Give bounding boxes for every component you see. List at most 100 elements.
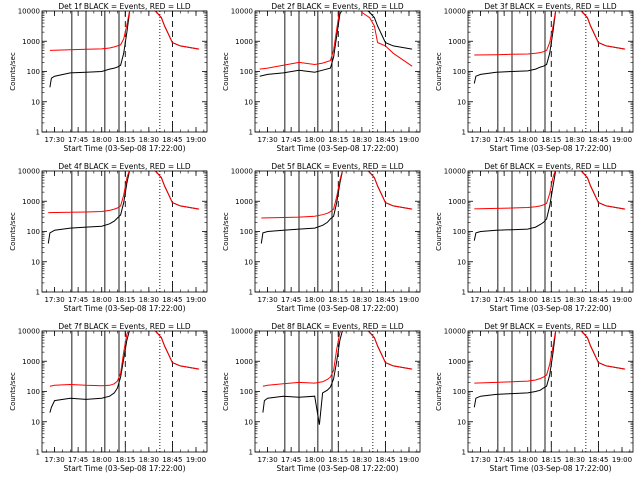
series-events-line [259, 11, 413, 77]
y-axis-label: Counts/sec [435, 212, 443, 251]
panel-title: Det 4f BLACK = Events, RED = LLD [58, 162, 191, 171]
panel-title: Det 5f BLACK = Events, RED = LLD [271, 162, 404, 171]
y-tick-label: 100 [240, 68, 253, 76]
x-tick-label: 17:45 [281, 136, 301, 144]
x-tick-label: 18:15 [328, 456, 348, 464]
y-tick-label: 10 [244, 418, 253, 426]
series-lld-line [474, 331, 626, 384]
panel-title: Det 7f BLACK = Events, RED = LLD [58, 322, 191, 331]
x-axis-label: Start Time (03-Sep-08 17:22:00) [64, 304, 186, 313]
x-axis-label: Start Time (03-Sep-08 17:22:00) [64, 464, 186, 473]
x-tick-label: 19:00 [399, 456, 419, 464]
y-tick-label: 1000 [235, 198, 253, 206]
panel-det-7: Det 7f BLACK = Events, RED = LLD 1 10 100 10… [9, 322, 208, 473]
y-axis-label: Counts/sec [222, 212, 230, 251]
panel-title: Det 3f BLACK = Events, RED = LLD [484, 2, 617, 11]
y-axis-label: Counts/sec [222, 52, 230, 91]
panel-data [473, 331, 626, 452]
y-axis-label: Counts/sec [435, 52, 443, 91]
x-axis-label: Start Time (03-Sep-08 17:22:00) [490, 144, 612, 153]
y-tick-label: 100 [27, 68, 40, 76]
panel-title: Det 8f BLACK = Events, RED = LLD [271, 322, 404, 331]
x-axis-label: Start Time (03-Sep-08 17:22:00) [277, 144, 399, 153]
y-tick-label: 10000 [444, 8, 466, 16]
x-tick-label: 18:45 [375, 296, 395, 304]
y-tick-label: 1 [249, 289, 253, 297]
panel-title: Det 1f BLACK = Events, RED = LLD [58, 2, 191, 11]
y-tick-label: 1000 [22, 198, 40, 206]
panel-data [49, 11, 200, 132]
series-events-line [473, 171, 626, 241]
x-tick-label: 18:15 [541, 136, 561, 144]
series-events-line [473, 331, 626, 408]
x-axis-label: Start Time (03-Sep-08 17:22:00) [64, 144, 186, 153]
y-tick-label: 1 [249, 129, 253, 137]
y-axis-label: Counts/sec [9, 212, 17, 251]
y-tick-label: 10 [31, 418, 40, 426]
y-tick-label: 1000 [235, 38, 253, 46]
x-tick-label: 18:15 [541, 456, 561, 464]
x-tick-label: 17:30 [257, 136, 277, 144]
panel-det-5: Det 5f BLACK = Events, RED = LLD 1 10 100 10… [222, 162, 421, 313]
panel-title: Det 2f BLACK = Events, RED = LLD [271, 2, 404, 11]
y-tick-label: 10 [31, 258, 40, 266]
x-axis-label: Start Time (03-Sep-08 17:22:00) [277, 304, 399, 313]
y-tick-label: 1000 [448, 198, 466, 206]
series-lld-line [49, 331, 200, 387]
series-lld-line [49, 11, 200, 51]
x-tick-label: 18:00 [518, 136, 538, 144]
y-tick-label: 100 [453, 68, 466, 76]
x-tick-label: 17:30 [470, 456, 490, 464]
x-tick-label: 17:45 [68, 136, 88, 144]
panel-frame [254, 170, 421, 293]
panel-frame [467, 330, 634, 453]
y-tick-label: 1 [462, 289, 466, 297]
y-tick-label: 10 [457, 258, 466, 266]
x-tick-label: 17:45 [494, 296, 514, 304]
panel-data [49, 331, 200, 452]
series-lld-line [262, 331, 413, 387]
panel-title: Det 6f BLACK = Events, RED = LLD [484, 162, 617, 171]
panel-data [262, 331, 413, 452]
y-tick-label: 1000 [235, 358, 253, 366]
panel-data [260, 171, 413, 292]
panel-det-1: Det 1f BLACK = Events, RED = LLD 1 10 100 10… [9, 2, 208, 153]
y-tick-label: 10 [244, 98, 253, 106]
series-lld-line [474, 171, 626, 210]
x-tick-label: 18:30 [565, 296, 585, 304]
y-axis-label: Counts/sec [222, 372, 230, 411]
x-tick-label: 17:30 [44, 456, 64, 464]
x-tick-label: 18:30 [352, 456, 372, 464]
panel-det-6: Det 6f BLACK = Events, RED = LLD 1 10 100 10… [435, 162, 634, 313]
x-tick-label: 18:00 [92, 456, 112, 464]
y-tick-label: 1000 [22, 358, 40, 366]
x-tick-label: 17:30 [44, 136, 64, 144]
x-tick-label: 19:00 [186, 136, 206, 144]
y-tick-label: 10 [244, 258, 253, 266]
x-tick-label: 17:45 [68, 456, 88, 464]
y-tick-label: 10000 [444, 328, 466, 336]
y-tick-label: 10000 [18, 328, 40, 336]
x-tick-label: 18:00 [518, 456, 538, 464]
y-tick-label: 1 [249, 449, 253, 457]
y-tick-label: 10 [457, 418, 466, 426]
panel-data [473, 171, 626, 292]
x-tick-label: 18:45 [375, 136, 395, 144]
x-tick-label: 17:30 [257, 456, 277, 464]
x-tick-label: 18:15 [115, 456, 135, 464]
series-lld-line [259, 11, 413, 70]
x-tick-label: 17:30 [44, 296, 64, 304]
y-axis-label: Counts/sec [9, 372, 17, 411]
y-axis-label: Counts/sec [9, 52, 17, 91]
x-tick-label: 19:00 [186, 296, 206, 304]
x-tick-label: 18:30 [565, 136, 585, 144]
x-tick-label: 18:00 [305, 296, 325, 304]
x-tick-label: 18:45 [588, 136, 608, 144]
x-tick-label: 18:00 [518, 296, 538, 304]
y-tick-label: 10000 [231, 168, 253, 176]
panel-frame [254, 330, 421, 453]
y-tick-label: 1 [462, 449, 466, 457]
y-tick-label: 1 [462, 129, 466, 137]
x-tick-label: 19:00 [399, 136, 419, 144]
